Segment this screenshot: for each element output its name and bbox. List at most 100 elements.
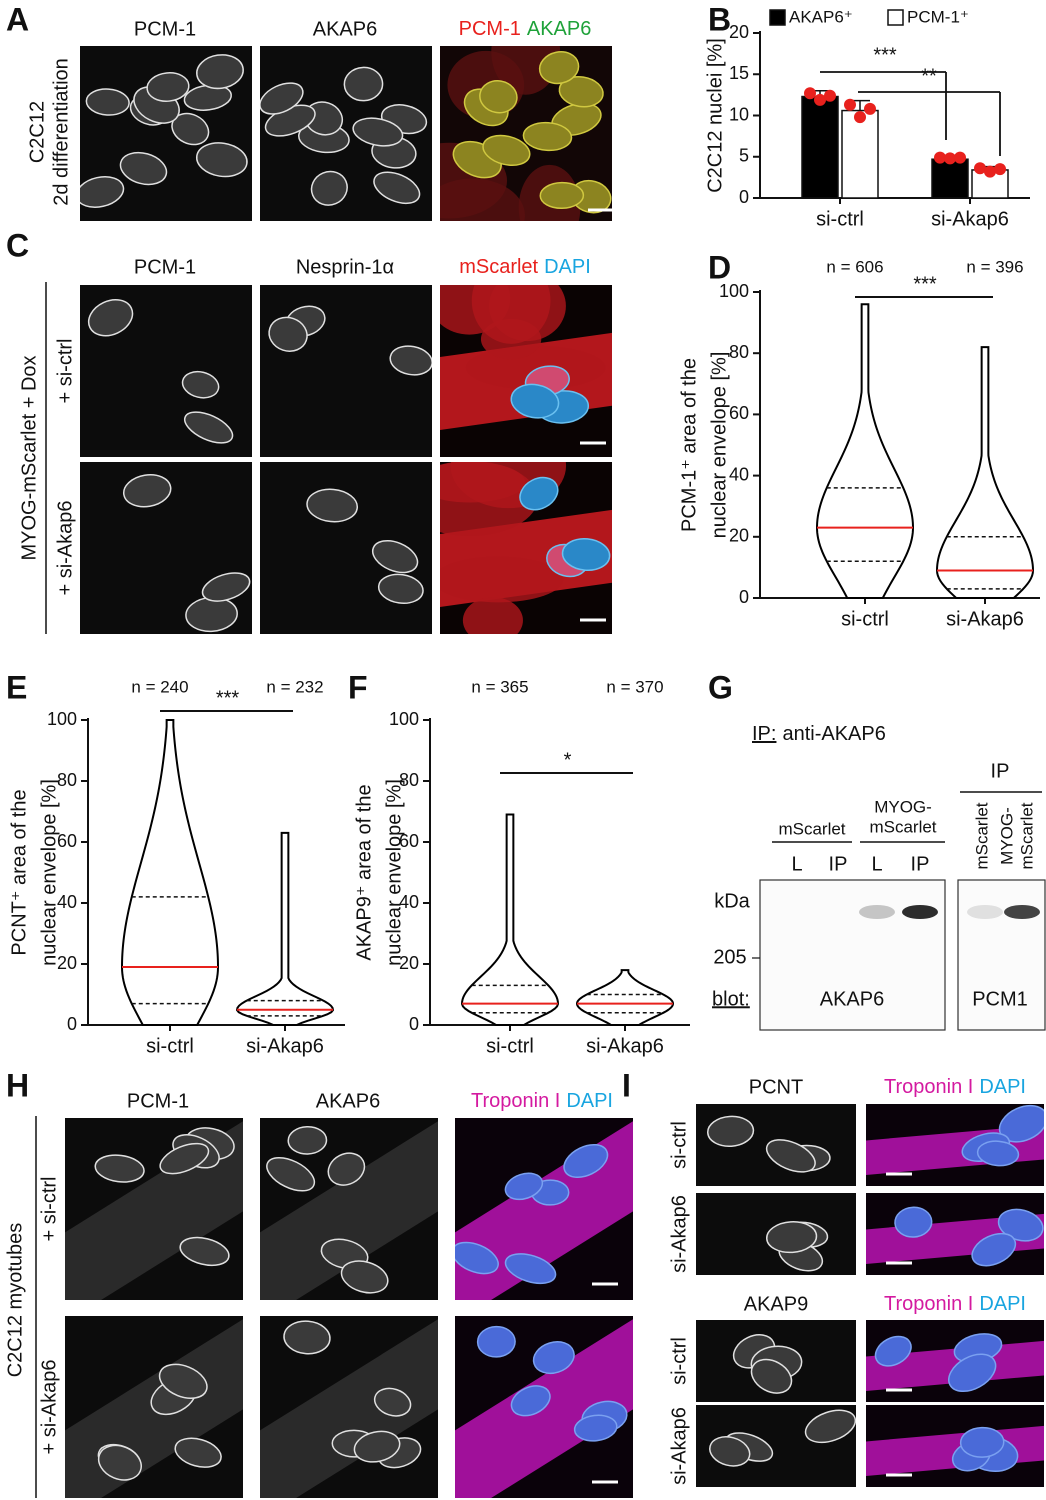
merge-header: Troponin I DAPI — [884, 1076, 1026, 1098]
violin — [461, 813, 559, 1026]
nucleus — [87, 299, 134, 337]
cell-body — [65, 1316, 243, 1498]
nucleus — [479, 80, 518, 114]
y-tick-label: 15 — [729, 63, 749, 83]
cell-body — [260, 1316, 438, 1498]
nucleus — [522, 121, 573, 152]
lane-label: IP — [911, 853, 930, 875]
panel-letter: B — [708, 1, 731, 37]
micrograph — [260, 462, 432, 634]
panel-letter: C — [6, 227, 29, 263]
panel-letter: H — [6, 1067, 29, 1103]
n-label: n = 606 — [826, 257, 883, 276]
y-tick-label: 40 — [399, 892, 419, 912]
nucleus — [455, 1241, 499, 1275]
data-point — [854, 111, 866, 124]
x-tick-label: si-Akap6 — [586, 1035, 664, 1057]
nucleus — [510, 1385, 551, 1417]
data-point — [824, 89, 836, 102]
lane-label: mScarlet — [972, 802, 991, 869]
y-tick-label: 0 — [67, 1014, 77, 1034]
y-tick-label: 80 — [729, 342, 749, 362]
nucleus — [539, 181, 585, 210]
lane-label: IP — [829, 853, 848, 875]
y-tick-label: 80 — [57, 770, 77, 790]
band — [1004, 905, 1040, 919]
panel-letter: A — [6, 1, 29, 37]
nucleus — [174, 1437, 222, 1468]
row-label: + si-Akap6 — [54, 500, 76, 595]
micrograph — [440, 285, 612, 457]
group-label: MYOG- — [874, 797, 932, 816]
bar — [841, 109, 879, 199]
y-tick-label: 60 — [729, 403, 749, 423]
nucleus — [976, 1140, 1020, 1167]
micrograph — [440, 46, 612, 221]
data-point — [984, 165, 996, 178]
nucleus — [389, 345, 432, 376]
panel-letter: I — [622, 1067, 631, 1103]
y-tick-label: 0 — [409, 1014, 419, 1034]
n-label: n = 365 — [471, 677, 528, 696]
nucleus — [85, 88, 130, 116]
nucleus — [532, 1341, 575, 1375]
band — [902, 905, 938, 919]
blot-prefix: blot: — [712, 988, 750, 1010]
panel-letter: D — [708, 249, 731, 285]
cytoplasm — [440, 556, 564, 603]
nucleus — [260, 82, 304, 115]
nucleus — [482, 134, 531, 167]
nucleus — [476, 1325, 516, 1358]
y-tick-label: 100 — [719, 281, 749, 301]
ip-target: anti-AKAP6 — [782, 723, 885, 745]
y-tick-label: 5 — [739, 146, 749, 166]
y-tick-label: 20 — [399, 953, 419, 973]
y-tick-label: 0 — [739, 187, 749, 207]
side-label: C2C12 myotubes — [4, 1223, 26, 1378]
legend-swatch — [887, 9, 904, 26]
nucleus — [268, 316, 308, 352]
row-label: + si-ctrl — [38, 1177, 60, 1242]
nucleus — [353, 1430, 401, 1463]
row-label: si-ctrl — [668, 1337, 690, 1385]
column-header: PCM-1 — [134, 18, 196, 40]
y-axis-label: PCM-1⁺ area of the — [678, 358, 700, 532]
y-tick-label: 20 — [729, 526, 749, 546]
y-axis-label: C2C12 nuclei [%] — [704, 38, 726, 193]
micrograph — [866, 1193, 1044, 1275]
micrograph — [696, 1320, 856, 1402]
nucleus — [765, 1221, 818, 1254]
y-tick-label: 100 — [389, 709, 419, 729]
cell-body — [65, 1118, 243, 1300]
nucleus — [195, 142, 248, 178]
y-tick-label: 20 — [729, 22, 749, 42]
y-tick-label: 40 — [57, 892, 77, 912]
cell-body — [455, 1316, 633, 1498]
y-axis-label: nuclear envelope [%] — [383, 779, 405, 966]
merge-header: Troponin I DAPI — [884, 1293, 1026, 1315]
micrograph — [866, 1320, 1044, 1402]
data-point — [864, 102, 876, 115]
violin — [121, 719, 219, 1026]
nucleus — [201, 572, 251, 602]
group-label: mScarlet — [869, 817, 936, 836]
panel-letter: G — [708, 669, 733, 705]
channel-label: DAPI — [566, 1090, 613, 1112]
y-axis-label: PCNT⁺ area of the — [8, 789, 30, 955]
ip-label: IP: anti-AKAP6 — [752, 723, 886, 745]
cell-body — [260, 1118, 438, 1300]
micrograph — [65, 1118, 243, 1300]
micrograph — [455, 1316, 633, 1498]
x-tick-label: si-Akap6 — [246, 1035, 324, 1057]
micrograph — [696, 1193, 856, 1275]
column-header: PCM-1 — [127, 1090, 189, 1112]
significance: ** — [921, 65, 937, 87]
nucleus — [706, 1115, 755, 1148]
nucleus — [959, 1426, 1005, 1458]
nucleus — [373, 1387, 412, 1417]
violin — [235, 831, 335, 1026]
lane-label: MYOG- — [997, 807, 1016, 865]
micrograph — [696, 1104, 856, 1186]
